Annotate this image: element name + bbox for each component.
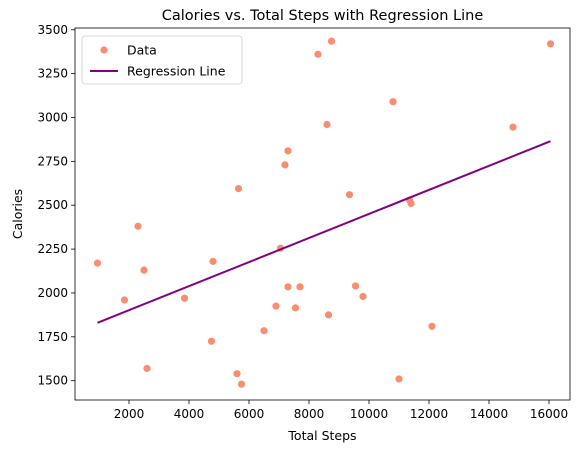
data-point [233,370,241,378]
y-axis-label: Calories [10,189,25,239]
data-point [281,161,289,169]
y-tick-label: 1750 [37,330,68,344]
data-point [291,304,300,312]
data-point [234,184,243,193]
data-point [428,322,436,330]
data-point [389,98,397,106]
data-point [296,283,304,291]
x-tick-label: 8000 [294,407,325,421]
data-point [140,266,148,274]
y-tick-label: 2500 [37,198,68,212]
data-point [351,282,360,290]
y-tick-label: 3250 [37,67,68,81]
legend-point-swatch [100,46,108,54]
data-point [323,120,331,129]
data-point [546,40,555,48]
plot-area [74,27,571,401]
x-tick-label: 6000 [234,407,265,421]
data-point [395,375,403,383]
data-point [284,147,292,155]
data-point [509,123,517,131]
y-tick-label: 2000 [37,286,68,300]
regression-line [97,140,551,324]
data-point [260,327,268,335]
data-point [284,283,292,291]
chart-title: Calories vs. Total Steps with Regression… [162,8,484,24]
data-point [207,337,216,345]
data-point [209,257,217,265]
legend-entry-label: Regression Line [127,64,226,79]
data-point [359,292,367,301]
x-axis-label: Total Steps [287,428,356,443]
data-point [180,294,189,302]
data-point [324,311,333,319]
data-point [93,259,102,267]
data-point [237,380,246,388]
x-tick-label: 10000 [350,407,388,421]
y-axis: 1500 1750 2000 2250 2500 2750 3000 3250 3500 [37,23,75,388]
x-axis: 2000 4000 6000 8000 10000 12000 14000 16000 [114,400,568,421]
data-point [134,222,142,230]
data-point [314,50,322,58]
legend-box [81,35,243,85]
plot-frame [74,27,571,401]
x-tick-label: 2000 [114,407,145,421]
y-tick-label: 3000 [37,110,68,124]
y-tick-label: 2250 [37,242,68,256]
x-tick-label: 16000 [530,407,568,421]
x-tick-label: 4000 [174,407,205,421]
data-point [143,364,151,373]
y-tick-label: 3500 [37,23,68,37]
legend-entry-label: Data [127,43,157,58]
y-tick-label: 2750 [37,154,68,168]
data-point [120,296,129,304]
x-tick-label: 14000 [470,407,508,421]
x-tick-label: 12000 [410,407,448,421]
y-tick-label: 1500 [37,374,68,388]
data-point [327,37,336,45]
legend: Data Regression Line [81,35,243,85]
data-point [345,191,354,199]
data-point [407,199,415,208]
data-point [272,302,280,310]
